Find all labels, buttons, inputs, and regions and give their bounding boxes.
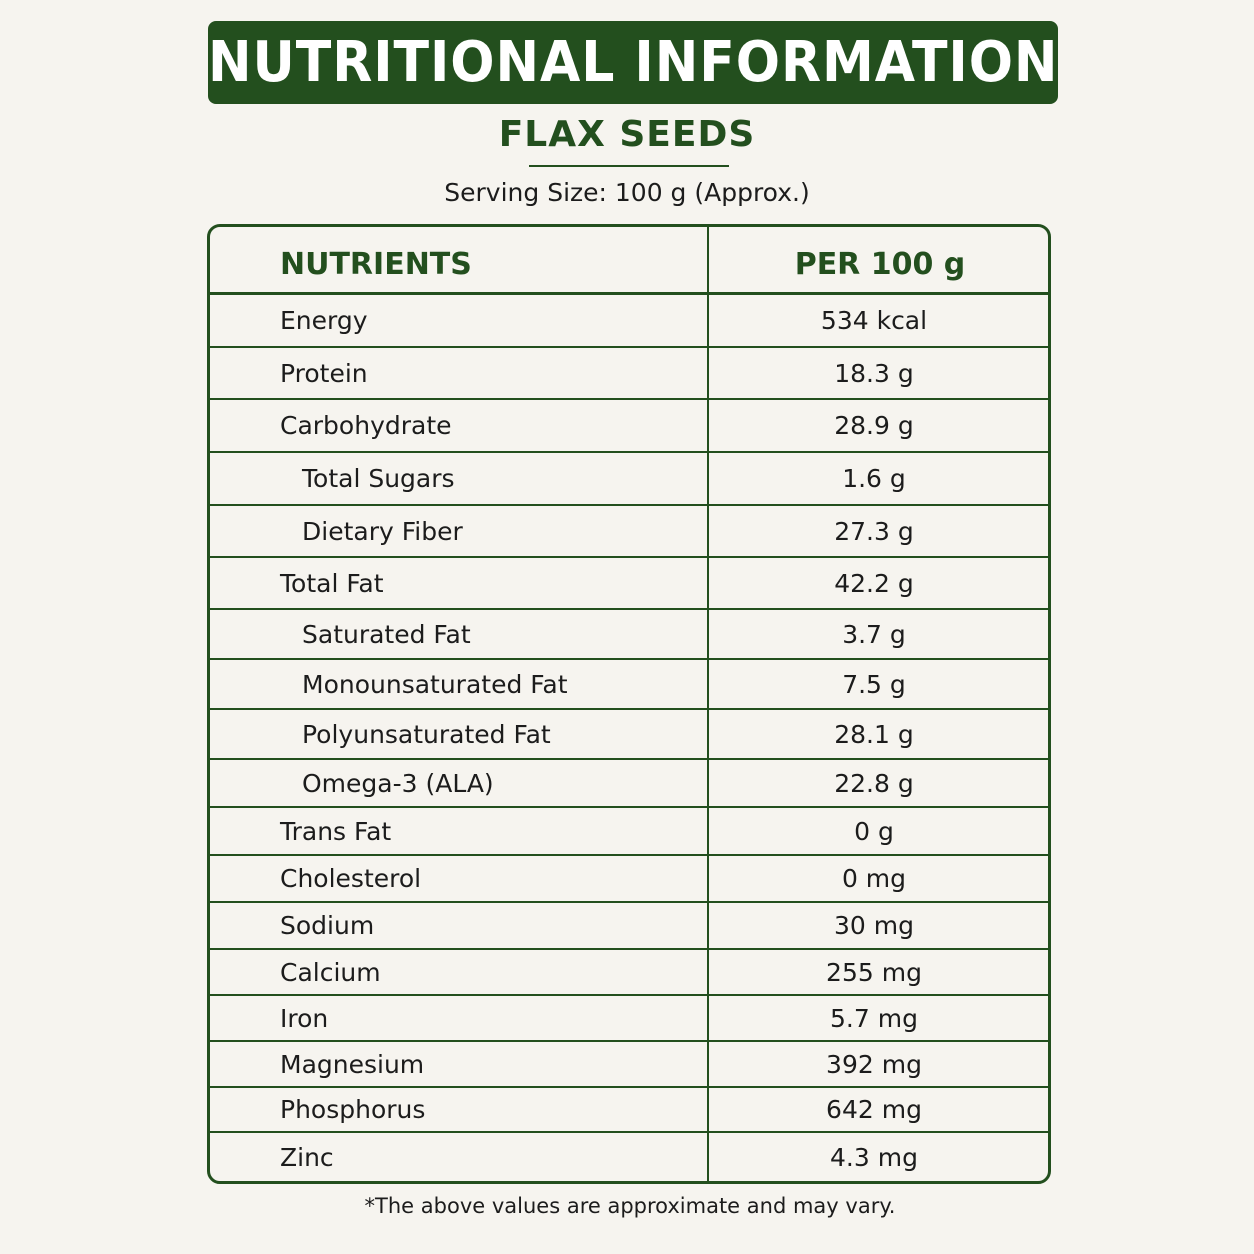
product-underline bbox=[529, 165, 729, 167]
nutrition-table: NUTRIENTS PER 100 g Energy 534 kcal Protei… bbox=[207, 224, 1051, 1184]
table-row: Trans Fat 0 g bbox=[210, 808, 1048, 856]
nutrient-name: Carbohydrate bbox=[280, 411, 452, 440]
table-row: Polyunsaturated Fat 28.1 g bbox=[210, 710, 1048, 760]
table-row: Total Fat 42.2 g bbox=[210, 558, 1048, 610]
product-name: FLAX SEEDS bbox=[498, 114, 756, 155]
nutrient-value: 255 mg bbox=[826, 957, 922, 987]
nutrient-name: Polyunsaturated Fat bbox=[302, 719, 551, 749]
nutrient-value: 534 kcal bbox=[820, 306, 928, 335]
nutrient-name: Omega-3 (ALA) bbox=[302, 768, 494, 798]
nutrient-value: 642 mg bbox=[826, 1095, 922, 1124]
table-header: NUTRIENTS PER 100 g bbox=[210, 227, 1048, 295]
nutrient-value: 1.6 g bbox=[842, 464, 906, 493]
nutrient-value: 3.7 g bbox=[842, 619, 906, 649]
table-row: Monounsaturated Fat 7.5 g bbox=[210, 660, 1048, 710]
nutrient-name: Total Fat bbox=[280, 568, 384, 598]
table-row: Zinc 4.3 mg bbox=[210, 1133, 1048, 1181]
table-row: Protein 18.3 g bbox=[210, 348, 1048, 400]
nutrient-value: 4.3 mg bbox=[830, 1142, 918, 1172]
nutrient-value: 27.3 g bbox=[834, 516, 914, 546]
nutrient-name: Total Sugars bbox=[302, 464, 455, 493]
table-row: Sodium 30 mg bbox=[210, 903, 1048, 950]
nutrient-name: Energy bbox=[280, 306, 368, 335]
nutrient-value: 0 g bbox=[854, 816, 894, 846]
nutrient-name: Zinc bbox=[280, 1142, 334, 1172]
nutrient-value: 5.7 mg bbox=[830, 1003, 918, 1033]
nutrient-value: 18.3 g bbox=[834, 358, 914, 388]
footnote: *The above values are approximate and ma… bbox=[364, 1194, 896, 1218]
nutrient-value: 22.8 g bbox=[834, 768, 914, 798]
nutrient-name: Cholesterol bbox=[280, 864, 422, 893]
header-nutrients: NUTRIENTS bbox=[280, 247, 472, 282]
nutrient-name: Protein bbox=[280, 358, 368, 388]
title-banner: NUTRITIONAL INFORMATION bbox=[208, 21, 1058, 104]
column-divider bbox=[707, 227, 709, 1181]
header-per-100g: PER 100 g bbox=[794, 247, 966, 282]
table-row: Cholesterol 0 mg bbox=[210, 856, 1048, 903]
table-row: Magnesium 392 mg bbox=[210, 1042, 1048, 1088]
table-row: Calcium 255 mg bbox=[210, 950, 1048, 996]
nutrient-value: 42.2 g bbox=[834, 568, 914, 598]
table-row: Saturated Fat 3.7 g bbox=[210, 610, 1048, 660]
nutrient-name: Saturated Fat bbox=[302, 619, 471, 649]
nutrient-value: 392 mg bbox=[826, 1049, 922, 1079]
table-row: Omega-3 (ALA) 22.8 g bbox=[210, 760, 1048, 808]
nutrient-name: Magnesium bbox=[280, 1049, 425, 1079]
nutrient-name: Phosphorus bbox=[280, 1095, 426, 1124]
nutrient-value: 7.5 g bbox=[842, 669, 906, 699]
table-row: Energy 534 kcal bbox=[210, 295, 1048, 348]
nutrient-name: Trans Fat bbox=[280, 816, 392, 846]
table-row: Phosphorus 642 mg bbox=[210, 1088, 1048, 1133]
nutrient-value: 28.1 g bbox=[834, 719, 914, 749]
nutrient-value: 30 mg bbox=[834, 911, 914, 940]
serving-size: Serving Size: 100 g (Approx.) bbox=[444, 178, 810, 207]
nutrient-name: Calcium bbox=[280, 957, 381, 987]
nutrient-name: Monounsaturated Fat bbox=[302, 669, 568, 699]
table-row: Iron 5.7 mg bbox=[210, 996, 1048, 1042]
page-title: NUTRITIONAL INFORMATION bbox=[207, 29, 1059, 95]
table-row: Carbohydrate 28.9 g bbox=[210, 400, 1048, 453]
nutrient-value: 28.9 g bbox=[834, 411, 914, 440]
nutrient-name: Sodium bbox=[280, 911, 375, 940]
nutrient-name: Iron bbox=[280, 1003, 329, 1033]
table-row: Total Sugars 1.6 g bbox=[210, 453, 1048, 506]
table-row: Dietary Fiber 27.3 g bbox=[210, 506, 1048, 558]
nutrient-name: Dietary Fiber bbox=[302, 516, 463, 546]
nutrient-value: 0 mg bbox=[841, 864, 907, 893]
